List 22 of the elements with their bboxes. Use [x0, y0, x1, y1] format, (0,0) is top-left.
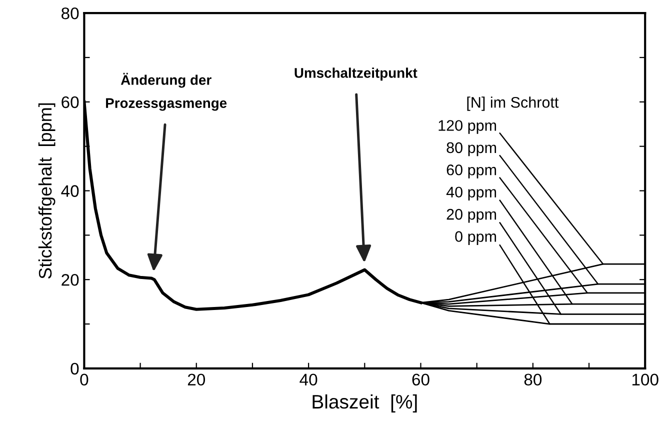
x-axis-title: Blaszeit [%]	[312, 394, 417, 412]
x-tick-label: 80	[524, 374, 542, 386]
y-tick-label: 0	[70, 362, 79, 375]
x-tick-label: 20	[188, 374, 205, 386]
text: 60 ppm	[446, 164, 496, 178]
y-tick-label: 80	[62, 7, 79, 20]
annotation: Umschaltzeitpunkt	[294, 68, 418, 81]
text: 40 ppm	[446, 186, 496, 201]
x-tick-label: 100	[632, 374, 658, 386]
y-tick-label: 40	[61, 185, 79, 197]
legend-title: [N] im Schrott	[467, 96, 559, 111]
x-tick-label: 40	[300, 374, 318, 386]
annotation: Änderung der Prozessgasmenge	[106, 72, 227, 111]
y-tick-label: 60	[62, 96, 79, 108]
text: 120 ppm	[438, 120, 496, 134]
x-tick-label: 0	[80, 374, 88, 386]
text: 0 ppm	[455, 231, 496, 245]
x-tick-label: 60	[412, 374, 430, 386]
text: 20 ppm	[446, 208, 496, 223]
y-tick-label: 20	[62, 274, 79, 286]
text: 80 ppm	[446, 142, 496, 156]
y-axis-title: Stickstoffgehalt [ppm]	[38, 103, 56, 279]
